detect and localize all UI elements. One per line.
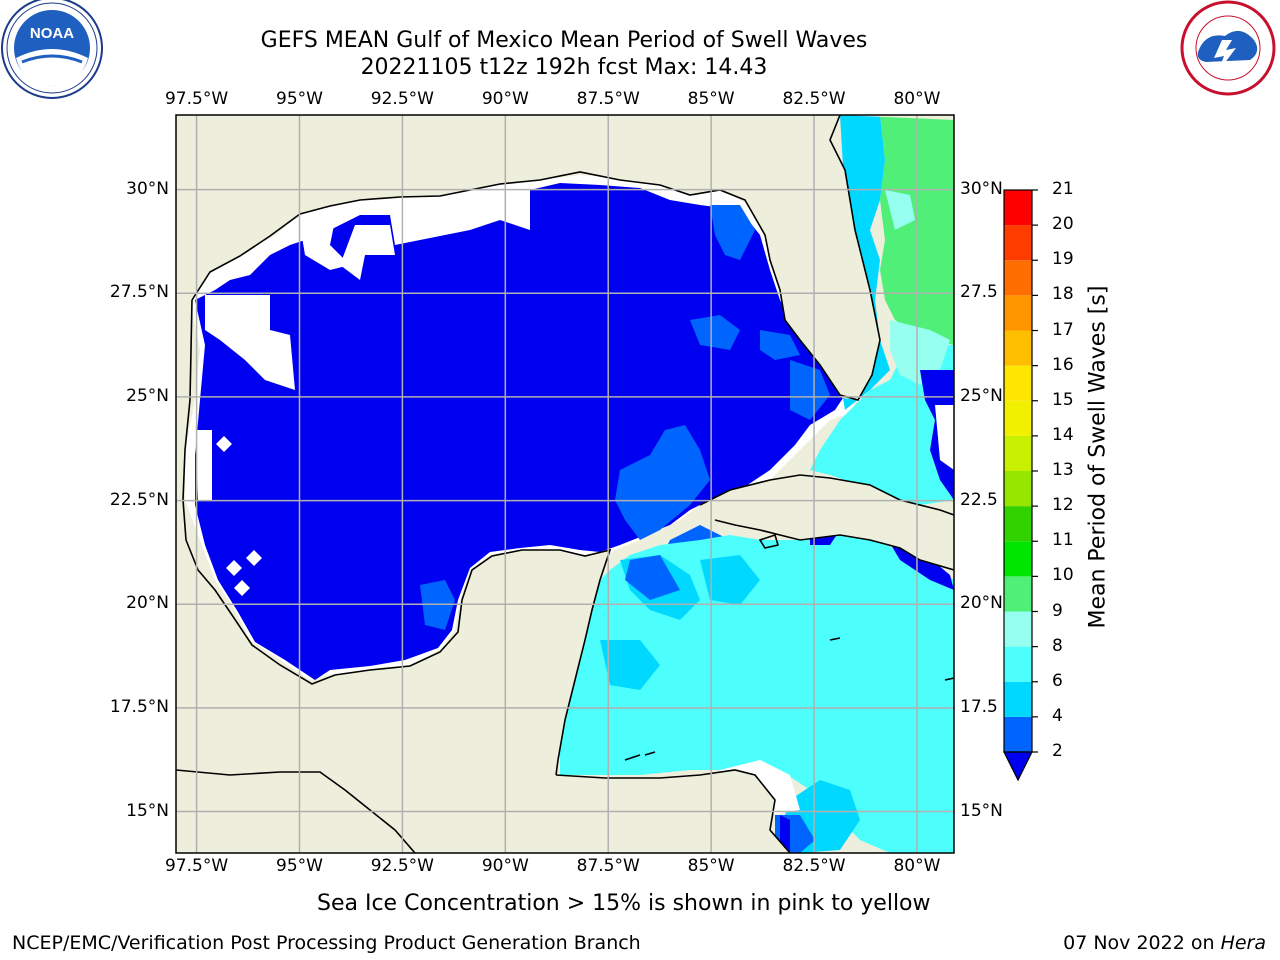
caribbean-mid-cyan [600, 555, 860, 853]
lon-label-top: 85°W [687, 89, 735, 109]
white-patch-la2 [340, 225, 395, 280]
gulf-swell-field [195, 183, 845, 680]
lon-label-top: 82.5°W [782, 89, 846, 109]
lon-label-top: 97.5°W [164, 89, 229, 109]
colorbar-tick-label: 17 [1052, 319, 1074, 340]
lat-label-right: 22.5 [960, 489, 998, 510]
colorbar-bin [1004, 365, 1032, 401]
lon-label-bottom: 87.5°W [576, 856, 640, 876]
colorbar-bin [1004, 681, 1032, 717]
date-stamp: 07 Nov 2022 on Hera [1063, 932, 1266, 954]
colorbar-tick-label: 4 [1052, 705, 1063, 726]
noaa-logo-text: NOAA [30, 25, 74, 42]
land-cuba [700, 475, 954, 570]
colorbar-tick-label: 14 [1052, 424, 1074, 445]
lon-label-top: 90°W [481, 89, 529, 109]
lat-label-left: 27.5°N [109, 282, 169, 303]
lon-label-bottom: 85°W [687, 856, 735, 876]
colorbar-tick-label: 13 [1052, 460, 1074, 480]
islands [624, 533, 954, 761]
lat-label-right: 27.5 [960, 282, 998, 303]
white-patch-ms [470, 185, 530, 230]
colorbar-tick-label: 16 [1052, 354, 1074, 375]
date-text: 07 Nov 2022 on [1063, 932, 1215, 954]
lat-label-left: 25°N [126, 385, 169, 406]
lat-label-left: 22.5°N [109, 489, 169, 510]
colorbar-bin [1004, 716, 1032, 752]
colorbar-bin [1004, 400, 1032, 436]
lat-label-left: 30°N [126, 178, 169, 199]
colorbar-tick-label: 19 [1052, 249, 1074, 270]
lat-label-left: 15°N [126, 800, 169, 821]
colorbar-tick-label: 8 [1052, 635, 1063, 656]
lon-label-bottom: 80°W [893, 856, 941, 876]
lat-label-left: 20°N [126, 593, 169, 614]
lon-label-bottom: 90°W [481, 856, 529, 876]
lat-label-right: 15°N [960, 800, 1003, 821]
colorbar-tick-label: 11 [1052, 530, 1074, 551]
lat-label-right: 30°N [960, 178, 1003, 199]
colorbar-bin [1004, 435, 1032, 471]
colorbar-bin [1004, 611, 1032, 647]
lat-label-right: 20°N [960, 593, 1003, 614]
map-frame [175, 114, 955, 854]
atlantic-pale-patch [885, 190, 950, 385]
chart-title: GEFS MEAN Gulf of Mexico Mean Period of … [260, 28, 868, 53]
map-area [176, 115, 954, 853]
lon-label-top: 87.5°W [576, 89, 640, 109]
colorbar-tick-label: 20 [1052, 214, 1074, 235]
lat-label-right: 25°N [960, 385, 1003, 406]
machine-name: Hera [1220, 932, 1266, 954]
lon-label-bottom: 92.5°W [370, 856, 434, 876]
colorbar-title: Mean Period of Swell Waves [s] [1085, 285, 1111, 629]
sea-ice-note: Sea Ice Concentration > 15% is shown in … [317, 891, 931, 916]
bahamas-white [935, 405, 954, 470]
lon-label-bottom: 97.5°W [164, 856, 229, 876]
colorbar-bin [1004, 295, 1032, 331]
colorbar-bin [1004, 506, 1032, 542]
white-diamonds [216, 436, 262, 596]
colorbar-bin [1004, 330, 1032, 366]
land-mexico-central-america [176, 115, 954, 853]
land-florida [720, 115, 878, 400]
colorbar-bin [1004, 225, 1032, 261]
colorbar-under-arrow [1003, 751, 1033, 782]
colorbar-tick-label: 15 [1052, 389, 1074, 410]
colorbar-tick-label: 12 [1052, 495, 1074, 516]
lon-label-top: 95°W [276, 89, 323, 109]
colorbar-bin [1004, 190, 1032, 226]
lon-label-top: 80°W [893, 89, 941, 109]
colorbar-tick-label: 10 [1052, 565, 1074, 586]
colorbar-tick-label: 2 [1052, 741, 1063, 761]
lon-label-top: 92.5°W [370, 89, 434, 109]
chart-subtitle: 20221105 t12z 192h fcst Max: 14.43 [360, 55, 768, 80]
colorbar-bin [1004, 260, 1032, 296]
colorbar-bin [1004, 541, 1032, 577]
colorbar-bin [1004, 471, 1032, 507]
noaa-logo [1, 0, 103, 99]
map-gridlines [176, 115, 954, 853]
bahamas-blue [920, 370, 954, 500]
caribbean-dark-patch [625, 555, 815, 853]
colorbar [1003, 189, 1038, 782]
white-patch-la [300, 220, 350, 270]
white-patch-tx [195, 430, 212, 500]
lon-label-bottom: 95°W [276, 856, 323, 876]
colorbar-tick-label: 9 [1052, 600, 1063, 621]
lon-label-bottom: 82.5°W [782, 856, 846, 876]
colorbar-tick-label: 6 [1052, 670, 1063, 691]
colorbar-bin [1004, 576, 1032, 612]
credit-text: NCEP/EMC/Verification Post Processing Pr… [12, 932, 641, 954]
colorbar-tick-label: 21 [1052, 179, 1074, 199]
lat-label-left: 17.5°N [109, 696, 169, 717]
white-patch-nw [205, 295, 295, 390]
colorbar-tick-label: 18 [1052, 284, 1074, 305]
nws-logo [1180, 0, 1276, 96]
colorbar-bin [1004, 646, 1032, 682]
lat-label-right: 17.5 [960, 696, 998, 717]
atlantic-swell-field [810, 345, 954, 505]
